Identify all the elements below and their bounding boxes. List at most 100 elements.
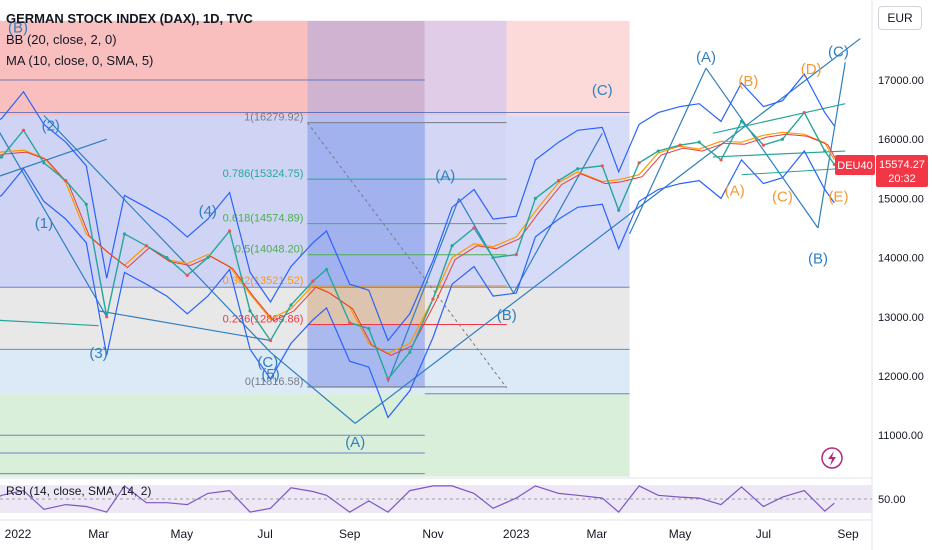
wave-label: (B) (8, 20, 28, 37)
wave-line (270, 351, 356, 424)
price-point (472, 226, 476, 230)
price-tick-label: 13000.00 (878, 312, 924, 324)
bb-lower-band (0, 149, 835, 419)
price-point (823, 149, 827, 153)
price-point (21, 128, 26, 132)
chart-title[interactable]: GERMAN STOCK INDEX (DAX), 1D, TVC (6, 11, 253, 26)
wave-label: (A) (435, 168, 455, 185)
price-point (227, 229, 232, 233)
rsi-pane: 50.00 (0, 477, 906, 513)
chart-legend: GERMAN STOCK INDEX (DAX), 1D, TVC BB (20… (6, 8, 253, 71)
price-tick-label: 14000.00 (878, 253, 924, 265)
rsi-line (0, 485, 835, 513)
time-tick-label: Nov (422, 527, 443, 541)
price-tick-label: 16000.00 (878, 134, 924, 146)
price-point (617, 208, 621, 212)
price-point (556, 179, 561, 183)
price-tick-label: 12000.00 (878, 371, 924, 383)
price-tick-label: 11000.00 (878, 430, 923, 442)
price-point (64, 179, 68, 183)
fib-level-label: 0.618(14574.89) (223, 213, 304, 225)
wave-label: (C) (592, 82, 613, 99)
wave-label: (4) (199, 203, 217, 220)
fib-trend-line (307, 122, 508, 389)
wave-label: (3) (89, 345, 107, 362)
price-point (780, 137, 785, 141)
bollinger-bands (0, 73, 838, 419)
bb-basis-line (0, 133, 838, 356)
price-point (431, 297, 435, 301)
time-tick-label: Mar (88, 527, 109, 541)
price-point (268, 338, 273, 343)
time-axis: 2022 Mar May Jul Sep Nov 2023 Mar May Jul Sep (0, 519, 872, 541)
bar-countdown-text: 20:32 (888, 173, 916, 185)
wave-line (629, 67, 707, 235)
ma-indicator-label[interactable]: MA (10, close, 0, SMA, 5) (6, 53, 154, 68)
price-point (289, 303, 293, 307)
lightning-icon[interactable] (821, 447, 843, 469)
wave-line (513, 132, 603, 294)
wave-line (0, 138, 107, 177)
price-point (802, 110, 806, 115)
price-point (185, 273, 189, 277)
wave-label: (B) (808, 251, 828, 268)
time-tick-label: May (170, 527, 193, 541)
price-series (0, 110, 836, 381)
zone-rect (307, 20, 425, 116)
price-badge: DEU40 15574.27 20:32 (835, 155, 928, 187)
price-point (348, 321, 352, 325)
time-tick-label: Sep (837, 527, 859, 541)
fib-level-label: 0(11816.58) (245, 376, 304, 388)
fib-level-label: 1(16279.92) (244, 112, 303, 124)
zone-rect (506, 20, 630, 116)
price-point (533, 196, 537, 200)
price-point (514, 253, 518, 257)
price-point (165, 256, 169, 260)
price-tick-label: 17000.00 (878, 75, 924, 87)
price-point (678, 143, 682, 147)
fibonacci-retracement: 1(16279.92) 0.786(15324.75) 0.618(14574.89… (223, 112, 508, 389)
time-tick-label: Jul (756, 527, 771, 541)
price-point (491, 256, 495, 260)
price-point (450, 244, 454, 248)
zone-rect (424, 20, 507, 116)
price-point (576, 167, 580, 171)
wave-label: (C) (828, 43, 849, 60)
wave-label: (B) (497, 307, 517, 324)
wave-label: (D) (801, 61, 822, 78)
fib-level-label: 0.382(13521.52) (223, 275, 304, 287)
time-tick-label: May (669, 527, 692, 541)
fib-level-label: 0.786(15324.75) (223, 168, 304, 180)
wave-label: (A) (725, 182, 745, 199)
rsi-indicator-label[interactable]: RSI (14, close, SMA, 14, 2) (6, 484, 152, 498)
price-point (42, 161, 46, 165)
time-tick-label: 2023 (503, 527, 530, 541)
price-point (324, 267, 329, 272)
wave-labels: (B)(2)(1)(3)(4)(C)(5)(A)(A)(B)(C)(A)(B)(… (8, 20, 849, 451)
price-point (144, 244, 148, 248)
symbol-tag-text: DEU40 (837, 160, 872, 172)
wave-line (0, 319, 99, 327)
price-point (367, 327, 371, 331)
price-tick-label: 15000.00 (878, 193, 924, 205)
price-line (0, 111, 835, 381)
bb-indicator-label[interactable]: BB (20, close, 2, 0) (6, 32, 117, 47)
time-tick-label: Sep (339, 527, 361, 541)
wave-label: (E) (828, 188, 848, 205)
last-price-tag (876, 155, 928, 187)
price-point (719, 158, 723, 162)
time-tick-label: 2022 (5, 527, 32, 541)
price-point (84, 202, 88, 206)
currency-button[interactable]: EUR (878, 6, 922, 30)
price-point (739, 119, 744, 124)
wave-line (817, 62, 846, 229)
zone-rect (0, 20, 308, 116)
price-point (105, 315, 109, 319)
zone-rect (307, 286, 425, 325)
wave-label: (B) (738, 73, 758, 90)
channel-line (712, 150, 846, 158)
price-point (408, 350, 412, 354)
fib-level-label: 0.5(14048.20) (235, 244, 304, 256)
